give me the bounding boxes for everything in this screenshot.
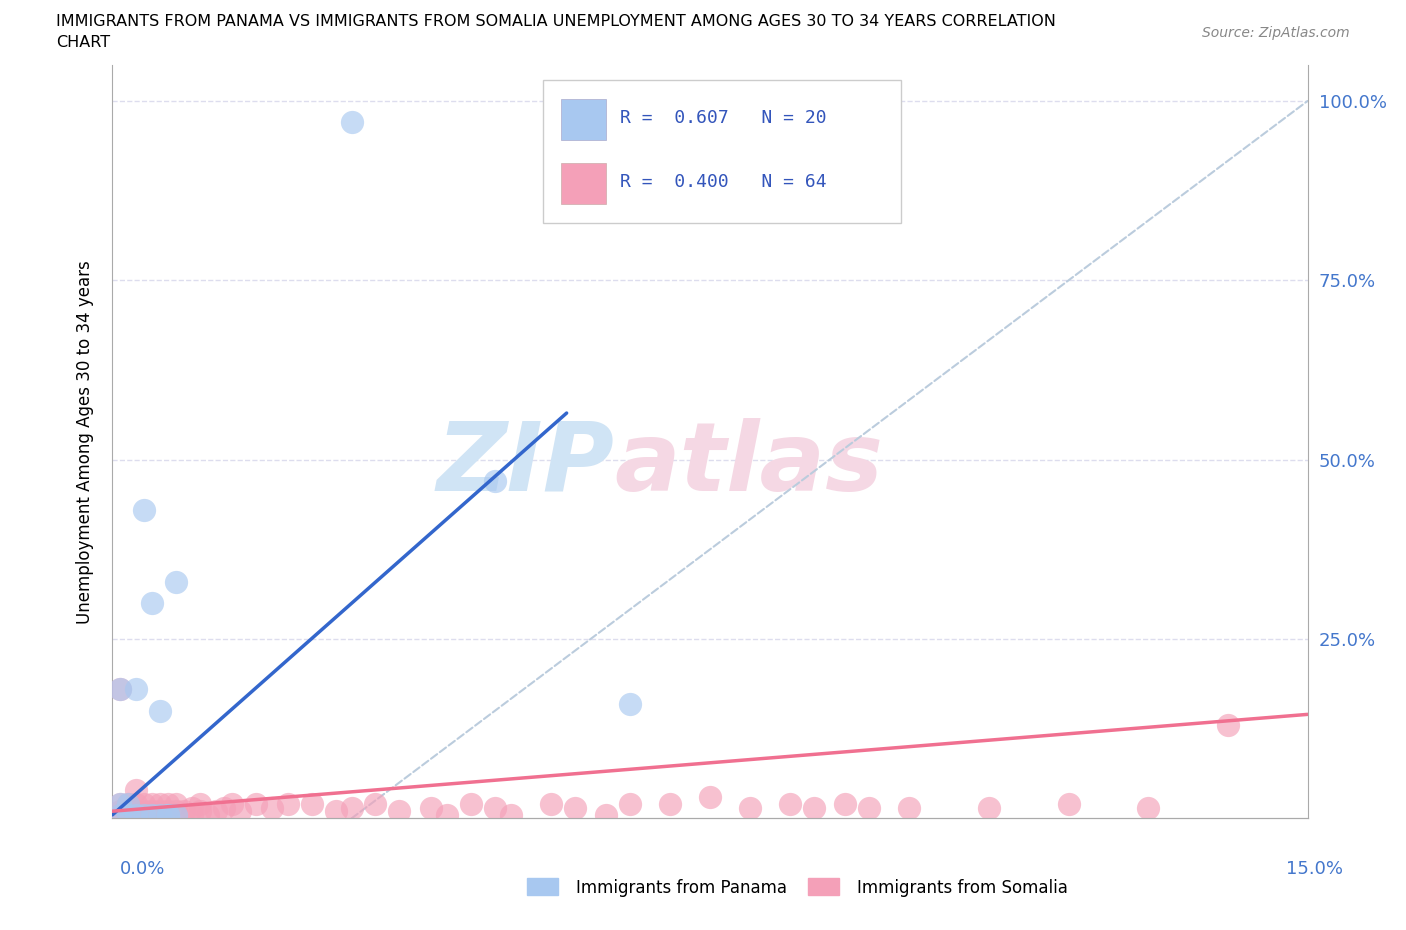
Point [388, 804, 411, 818]
Point [141, 797, 163, 812]
Text: atlas: atlas [614, 418, 883, 511]
Point [619, 797, 641, 812]
Point [898, 800, 921, 815]
Point [110, 797, 132, 812]
Point [117, 797, 139, 812]
Point [125, 682, 148, 697]
Point [188, 797, 211, 812]
Point [141, 596, 163, 611]
Text: CHART: CHART [56, 35, 110, 50]
Point [117, 807, 139, 822]
Point [110, 804, 132, 818]
Point [212, 800, 235, 815]
Point [117, 807, 139, 822]
Point [1137, 800, 1160, 815]
Point [134, 797, 156, 812]
Point [157, 807, 180, 822]
Point [803, 800, 825, 815]
Bar [561, 99, 606, 140]
Point [157, 807, 180, 822]
Text: 0.0%: 0.0% [120, 860, 165, 878]
Point [460, 797, 482, 812]
Point [134, 502, 156, 517]
Point [181, 807, 204, 822]
Bar [561, 163, 606, 205]
Text: Immigrants from Somalia: Immigrants from Somalia [815, 879, 1069, 897]
Point [165, 804, 187, 818]
Point [149, 804, 172, 818]
Point [157, 804, 180, 818]
Point [738, 800, 761, 815]
Point [277, 797, 299, 812]
Point [157, 807, 180, 822]
Point [165, 807, 187, 822]
Point [1057, 797, 1080, 812]
Point [110, 797, 132, 812]
Point [149, 807, 172, 822]
Point [595, 807, 617, 822]
Point [1216, 718, 1239, 733]
Text: IMMIGRANTS FROM PANAMA VS IMMIGRANTS FROM SOMALIA UNEMPLOYMENT AMONG AGES 30 TO : IMMIGRANTS FROM PANAMA VS IMMIGRANTS FRO… [56, 14, 1056, 29]
Point [188, 804, 211, 818]
Point [134, 807, 156, 822]
Point [125, 804, 148, 818]
Point [125, 807, 148, 822]
Text: 15.0%: 15.0% [1285, 860, 1343, 878]
Point [340, 115, 363, 130]
Point [540, 797, 562, 812]
Point [110, 682, 132, 697]
Point [149, 797, 172, 812]
Point [165, 797, 187, 812]
Point [141, 807, 163, 822]
Point [205, 804, 228, 818]
Point [125, 782, 148, 797]
Point [197, 807, 219, 822]
Point [181, 800, 204, 815]
Point [779, 797, 801, 812]
Y-axis label: Unemployment Among Ages 30 to 34 years: Unemployment Among Ages 30 to 34 years [76, 259, 94, 624]
Text: Immigrants from Panama: Immigrants from Panama [534, 879, 787, 897]
Point [110, 807, 132, 822]
Point [834, 797, 856, 812]
Point [436, 807, 458, 822]
Text: Source: ZipAtlas.com: Source: ZipAtlas.com [1202, 26, 1350, 40]
Point [325, 804, 347, 818]
Point [141, 807, 163, 822]
Point [173, 804, 195, 818]
Text: R =  0.607   N = 20: R = 0.607 N = 20 [620, 109, 827, 126]
Point [484, 800, 506, 815]
Point [340, 800, 363, 815]
Point [165, 574, 187, 589]
Point [564, 800, 586, 815]
Point [499, 807, 522, 822]
Point [260, 800, 283, 815]
Point [420, 800, 443, 815]
Text: R =  0.400   N = 64: R = 0.400 N = 64 [620, 173, 827, 191]
Point [149, 703, 172, 718]
Point [125, 807, 148, 822]
Point [301, 797, 323, 812]
FancyBboxPatch shape [543, 80, 901, 223]
Point [134, 807, 156, 822]
Point [619, 697, 641, 711]
Point [977, 800, 1000, 815]
Point [245, 797, 267, 812]
Point [125, 797, 148, 812]
Text: ZIP: ZIP [436, 418, 614, 511]
Point [110, 807, 132, 822]
Point [117, 797, 139, 812]
Point [149, 807, 172, 822]
Point [229, 804, 252, 818]
Point [484, 473, 506, 488]
Point [221, 797, 243, 812]
Point [364, 797, 387, 812]
Point [858, 800, 880, 815]
Point [141, 804, 163, 818]
Point [699, 790, 721, 804]
Point [659, 797, 682, 812]
Point [110, 682, 132, 697]
Point [157, 797, 180, 812]
Point [117, 804, 139, 818]
Point [134, 804, 156, 818]
